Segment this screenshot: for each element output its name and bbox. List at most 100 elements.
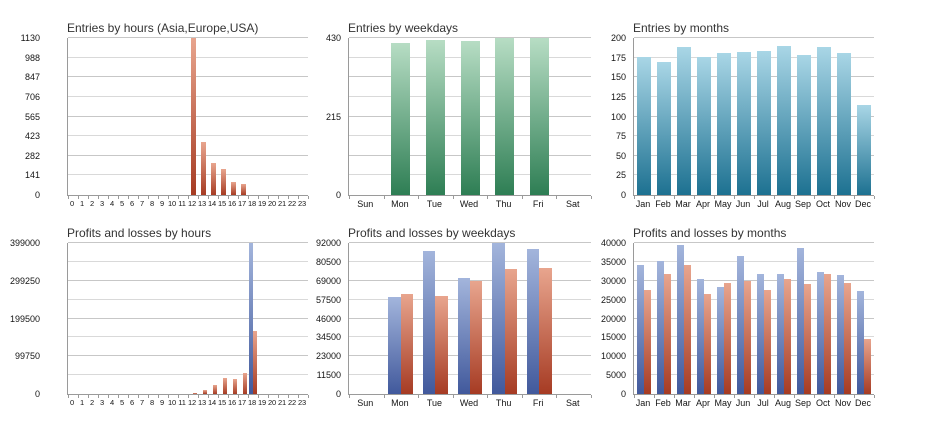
y-axis-label: 92000 bbox=[315, 238, 341, 248]
bar-profits bbox=[817, 271, 824, 394]
bar-profits bbox=[777, 274, 784, 394]
bar-profits bbox=[248, 243, 253, 394]
y-axis-label: 199500 bbox=[9, 313, 40, 324]
x-axis-label: 15 bbox=[218, 398, 226, 407]
y-axis-label: 0 bbox=[335, 389, 341, 399]
category-slot bbox=[208, 243, 218, 394]
y-axis-label: 15000 bbox=[600, 332, 626, 343]
category-slot bbox=[349, 243, 384, 394]
x-axis-label: 14 bbox=[208, 199, 216, 208]
x-axis-label: 5 bbox=[120, 398, 124, 407]
category-slot bbox=[522, 243, 557, 394]
tick-mark bbox=[452, 196, 454, 199]
gridline bbox=[634, 37, 874, 38]
tick-mark bbox=[208, 196, 209, 199]
tick-mark bbox=[298, 196, 299, 199]
x-axis-label: 17 bbox=[238, 398, 246, 407]
tick-mark bbox=[198, 395, 199, 398]
category-slot bbox=[754, 38, 774, 195]
x-axis-label: Jan bbox=[635, 398, 651, 408]
y-axis: 0 99750 199500 299250 399000 bbox=[0, 238, 40, 399]
y-axis-label: 282 bbox=[24, 150, 40, 161]
tick-mark bbox=[238, 196, 239, 199]
gridline bbox=[68, 56, 308, 58]
bar-slots bbox=[349, 243, 591, 394]
plot-area bbox=[348, 242, 592, 398]
bar-entries bbox=[391, 43, 411, 195]
bar-losses bbox=[470, 280, 483, 394]
category-slot bbox=[814, 243, 834, 394]
x-axis-label: Tue bbox=[426, 398, 443, 408]
bar-slots bbox=[349, 38, 591, 195]
x-axis-label: 21 bbox=[278, 199, 286, 208]
x-axis-label: 10 bbox=[168, 199, 176, 208]
tick-mark bbox=[87, 395, 89, 398]
y-axis-label: 35000 bbox=[600, 256, 626, 267]
tick-mark bbox=[268, 395, 269, 398]
tick-mark bbox=[694, 196, 695, 199]
tick-mark bbox=[198, 196, 199, 199]
tick-mark bbox=[556, 395, 558, 398]
tick-mark bbox=[793, 395, 795, 398]
chart-title: Entries by hours (Asia,Europe,USA) bbox=[67, 21, 259, 35]
tick-mark bbox=[734, 196, 735, 199]
tick-mark bbox=[308, 196, 309, 199]
category-slot bbox=[218, 243, 228, 394]
category-slot bbox=[158, 38, 168, 195]
x-axis-label: Sep bbox=[794, 199, 811, 209]
x-axis-ticks bbox=[634, 195, 875, 199]
tick-mark bbox=[734, 395, 735, 398]
tick-mark bbox=[218, 395, 219, 398]
x-axis-label: Wed bbox=[459, 199, 479, 209]
bar-losses bbox=[223, 378, 228, 394]
y-axis-label: 0 bbox=[620, 389, 626, 399]
y-axis-label: 299250 bbox=[9, 275, 40, 286]
x-axis-label: Jun bbox=[735, 398, 751, 408]
x-axis-label: 19 bbox=[258, 398, 266, 407]
bar-entries bbox=[797, 55, 811, 195]
bar-profits bbox=[526, 248, 540, 394]
tick-mark bbox=[383, 196, 385, 199]
category-slot bbox=[198, 243, 208, 394]
category-slot bbox=[278, 38, 288, 195]
y-axis-label: 99750 bbox=[14, 351, 40, 362]
y-axis-label: 399000 bbox=[9, 238, 40, 248]
x-axis-label: Mar bbox=[675, 199, 691, 209]
x-axis-label: 8 bbox=[150, 199, 154, 208]
category-slot bbox=[556, 243, 591, 394]
y-axis: 0 25 50 75 100 125 150 175 200 bbox=[600, 33, 626, 200]
x-axis-ticks bbox=[68, 394, 309, 398]
bar-profits bbox=[857, 291, 864, 394]
category-slot bbox=[88, 38, 98, 195]
tick-mark bbox=[77, 395, 79, 398]
tick-mark bbox=[854, 395, 855, 398]
x-axis-ticks bbox=[349, 195, 592, 199]
x-axis-label: 15 bbox=[218, 199, 226, 208]
category-slot bbox=[118, 243, 128, 394]
chart-cell-profits-by-months: Profits and losses by months 0 5000 10000 1… bbox=[600, 215, 925, 428]
tick-mark bbox=[298, 395, 299, 398]
category-slot bbox=[694, 243, 714, 394]
bar-entries bbox=[190, 38, 196, 195]
chart-title: Entries by weekdays bbox=[348, 21, 459, 35]
tick-mark bbox=[521, 395, 523, 398]
category-slot bbox=[228, 38, 238, 195]
x-axis-ticks bbox=[349, 394, 592, 398]
category-slot bbox=[674, 243, 694, 394]
category-slot bbox=[487, 38, 522, 195]
category-slot bbox=[288, 38, 298, 195]
x-axis-label: 1 bbox=[80, 199, 84, 208]
gridline bbox=[68, 115, 308, 117]
gridline bbox=[634, 355, 874, 357]
bar-entries bbox=[857, 104, 871, 195]
x-axis-label: 2 bbox=[90, 398, 94, 407]
gridline bbox=[634, 279, 874, 281]
bar-slots bbox=[68, 38, 308, 195]
y-axis-label: 25 bbox=[615, 170, 626, 181]
category-slot bbox=[238, 243, 248, 394]
tick-mark bbox=[138, 196, 139, 199]
tick-mark bbox=[556, 196, 558, 199]
category-slot bbox=[258, 243, 268, 394]
category-slot bbox=[453, 38, 488, 195]
bar-entries bbox=[777, 45, 791, 195]
